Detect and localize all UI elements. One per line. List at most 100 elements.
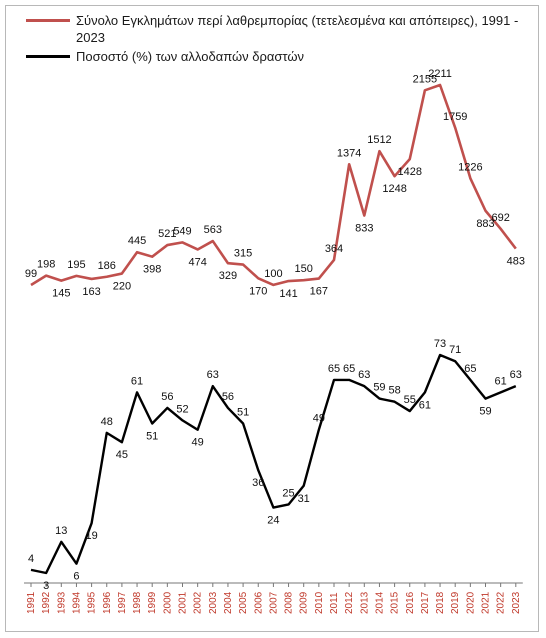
legend-label-smuggling-total: Σύνολο Εγκλημάτων περί λαθρεμπορίας (τετ… [76,13,519,45]
data-label-foreign-percentage: 25 [282,487,294,499]
x-tick-label: 2018 [435,591,446,614]
data-label-smuggling-total: 1759 [443,111,467,123]
data-label-smuggling-total: 1374 [337,147,361,159]
data-label-smuggling-total: 1248 [382,183,406,195]
data-label-foreign-percentage: 59 [479,406,491,418]
data-label-smuggling-total: 883 [476,218,494,230]
data-label-smuggling-total: 833 [355,222,373,234]
data-label-smuggling-total: 145 [52,288,70,300]
x-tick-label: 1999 [147,591,158,614]
legend-swatch-black [26,55,70,58]
data-label-foreign-percentage: 71 [449,344,461,356]
data-label-smuggling-total: 521 [158,228,176,240]
data-label-foreign-percentage: 49 [313,413,325,425]
legend-entry-smuggling-total: Σύνολο Εγκλημάτων περί λαθρεμπορίας (τετ… [26,12,526,46]
data-label-foreign-percentage: 73 [434,338,446,350]
x-tick-label: 2017 [420,591,431,614]
x-tick-label: 2010 [314,591,325,614]
legend-swatch-red [26,19,70,22]
data-label-foreign-percentage: 56 [222,391,234,403]
data-label-foreign-percentage: 63 [510,369,522,381]
data-label-smuggling-total: 163 [82,286,100,298]
data-label-foreign-percentage: 31 [298,493,310,505]
x-tick-label: 2020 [465,591,476,614]
series-line-foreign-percentage [30,353,517,575]
data-label-smuggling-total: 2155 [413,73,437,85]
data-label-smuggling-total: 167 [310,286,328,298]
data-label-foreign-percentage: 61 [419,399,431,411]
data-label-smuggling-total: 398 [143,264,161,276]
x-tick-label: 2012 [344,591,355,614]
data-label-foreign-percentage: 4 [28,553,34,565]
data-label-foreign-percentage: 65 [328,363,340,375]
data-label-smuggling-total: 220 [113,281,131,293]
data-label-smuggling-total: 364 [325,243,343,255]
x-tick-label: 2005 [238,591,249,614]
x-tick-label: 1992 [41,591,52,614]
data-label-foreign-percentage: 59 [373,382,385,394]
x-tick-label: 2008 [284,591,295,614]
data-label-foreign-percentage: 6 [73,571,79,583]
data-label-foreign-percentage: 24 [267,515,279,527]
data-label-smuggling-total: 150 [295,263,313,275]
x-tick-label: 1996 [102,591,113,614]
x-tick-label: 2006 [253,591,264,614]
data-label-foreign-percentage: 36 [252,477,264,489]
data-label-foreign-percentage: 52 [176,403,188,415]
data-label-foreign-percentage: 56 [161,391,173,403]
x-tick-label: 2015 [390,591,401,614]
data-label-smuggling-total: 2211 [428,68,452,80]
data-label-smuggling-total: 198 [37,259,55,271]
x-tick-label: 2011 [329,592,340,614]
data-label-smuggling-total: 549 [173,225,191,237]
data-label-foreign-percentage: 63 [207,369,219,381]
x-tick-label: 2001 [178,591,189,614]
data-label-smuggling-total: 329 [219,270,237,282]
data-label-foreign-percentage: 61 [131,375,143,387]
data-label-foreign-percentage: 19 [85,530,97,542]
x-tick-label: 2023 [511,591,522,614]
data-label-foreign-percentage: 45 [116,449,128,461]
data-label-smuggling-total: 99 [25,268,37,280]
data-label-smuggling-total: 1512 [367,134,391,146]
x-tick-label: 2021 [481,591,492,614]
x-tick-label: 2002 [193,591,204,614]
x-tick-label: 2016 [405,591,416,614]
data-label-smuggling-total: 141 [279,288,297,300]
x-tick-label: 1994 [71,591,82,614]
data-label-foreign-percentage: 51 [146,431,158,443]
data-label-foreign-percentage: 61 [495,375,507,387]
legend-label-foreign-percentage: Ποσοστό (%) των αλλοδαπών δραστών [76,49,305,64]
x-tick-label: 2009 [299,591,310,614]
data-label-smuggling-total: 170 [249,285,267,297]
x-tick-label: 2004 [223,591,234,614]
data-label-foreign-percentage: 3 [43,580,49,592]
x-tick-label: 2000 [162,591,173,614]
data-label-smuggling-total: 474 [188,256,206,268]
x-tick-label: 2022 [496,591,507,614]
x-tick-label: 2014 [374,591,385,614]
data-label-smuggling-total: 1226 [458,161,482,173]
data-label-smuggling-total: 563 [204,224,222,236]
data-label-foreign-percentage: 51 [237,407,249,419]
data-label-smuggling-total: 100 [264,268,282,280]
x-tick-label: 1998 [132,591,143,614]
x-tick-label: 2019 [450,591,461,614]
data-label-foreign-percentage: 48 [101,416,113,428]
x-tick-label: 2013 [359,591,370,614]
data-label-foreign-percentage: 49 [192,437,204,449]
data-label-foreign-percentage: 65 [464,363,476,375]
series-line-smuggling-total [30,83,517,287]
data-label-foreign-percentage: 58 [388,385,400,397]
x-tick-label: 2007 [268,591,279,614]
x-tick-label: 1995 [87,591,98,614]
data-label-foreign-percentage: 65 [343,363,355,375]
x-tick-label: 1991 [26,591,37,614]
data-label-smuggling-total: 195 [67,259,85,271]
data-label-foreign-percentage: 63 [358,369,370,381]
data-label-foreign-percentage: 55 [404,394,416,406]
data-label-smuggling-total: 1428 [398,166,422,178]
data-label-foreign-percentage: 13 [55,525,67,537]
x-tick-label: 1993 [56,591,67,614]
data-label-smuggling-total: 445 [128,235,146,247]
